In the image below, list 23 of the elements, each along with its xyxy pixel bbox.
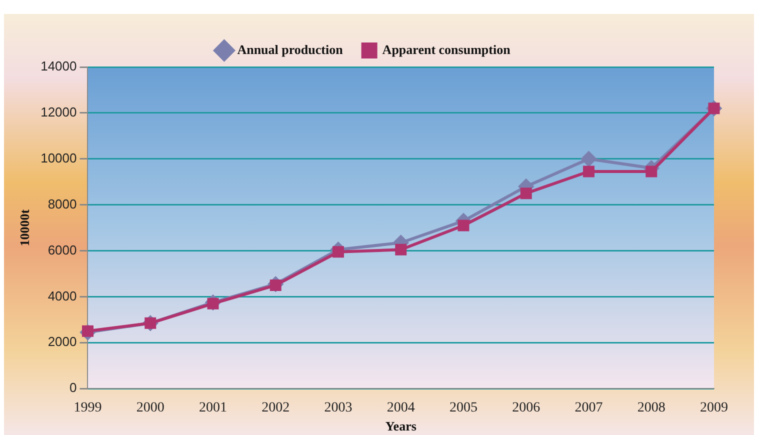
x-tick-label: 2008 [637,400,666,416]
y-tick-label: 14000 [40,58,77,74]
x-tick-label: 2002 [262,400,290,416]
y-tick-label: 8000 [48,196,77,212]
x-tick-label: 2005 [450,400,478,416]
y-tick-label: 12000 [40,104,77,120]
y-tick-label: 0 [70,380,77,396]
x-tick-label: 2007 [574,400,603,416]
y-tick-label: 10000 [40,150,77,166]
legend-label: Apparent consumption [382,42,512,57]
y-tick-label: 6000 [48,242,77,258]
x-tick-label: 2000 [136,400,164,416]
y-tick-label: 2000 [48,334,77,350]
x-tick-label: 2004 [386,400,415,416]
x-tick-label: 2001 [199,400,227,416]
y-axis-title: 10000t [17,208,32,246]
x-tick-label: 2009 [700,400,728,416]
y-tick-label: 4000 [48,288,77,304]
x-tick-label: 1999 [74,400,102,416]
x-axis-title: Years [385,418,416,434]
x-tick-label: 2003 [324,400,352,416]
legend-label: Annual production [237,42,344,57]
x-tick-label: 2006 [512,400,540,416]
